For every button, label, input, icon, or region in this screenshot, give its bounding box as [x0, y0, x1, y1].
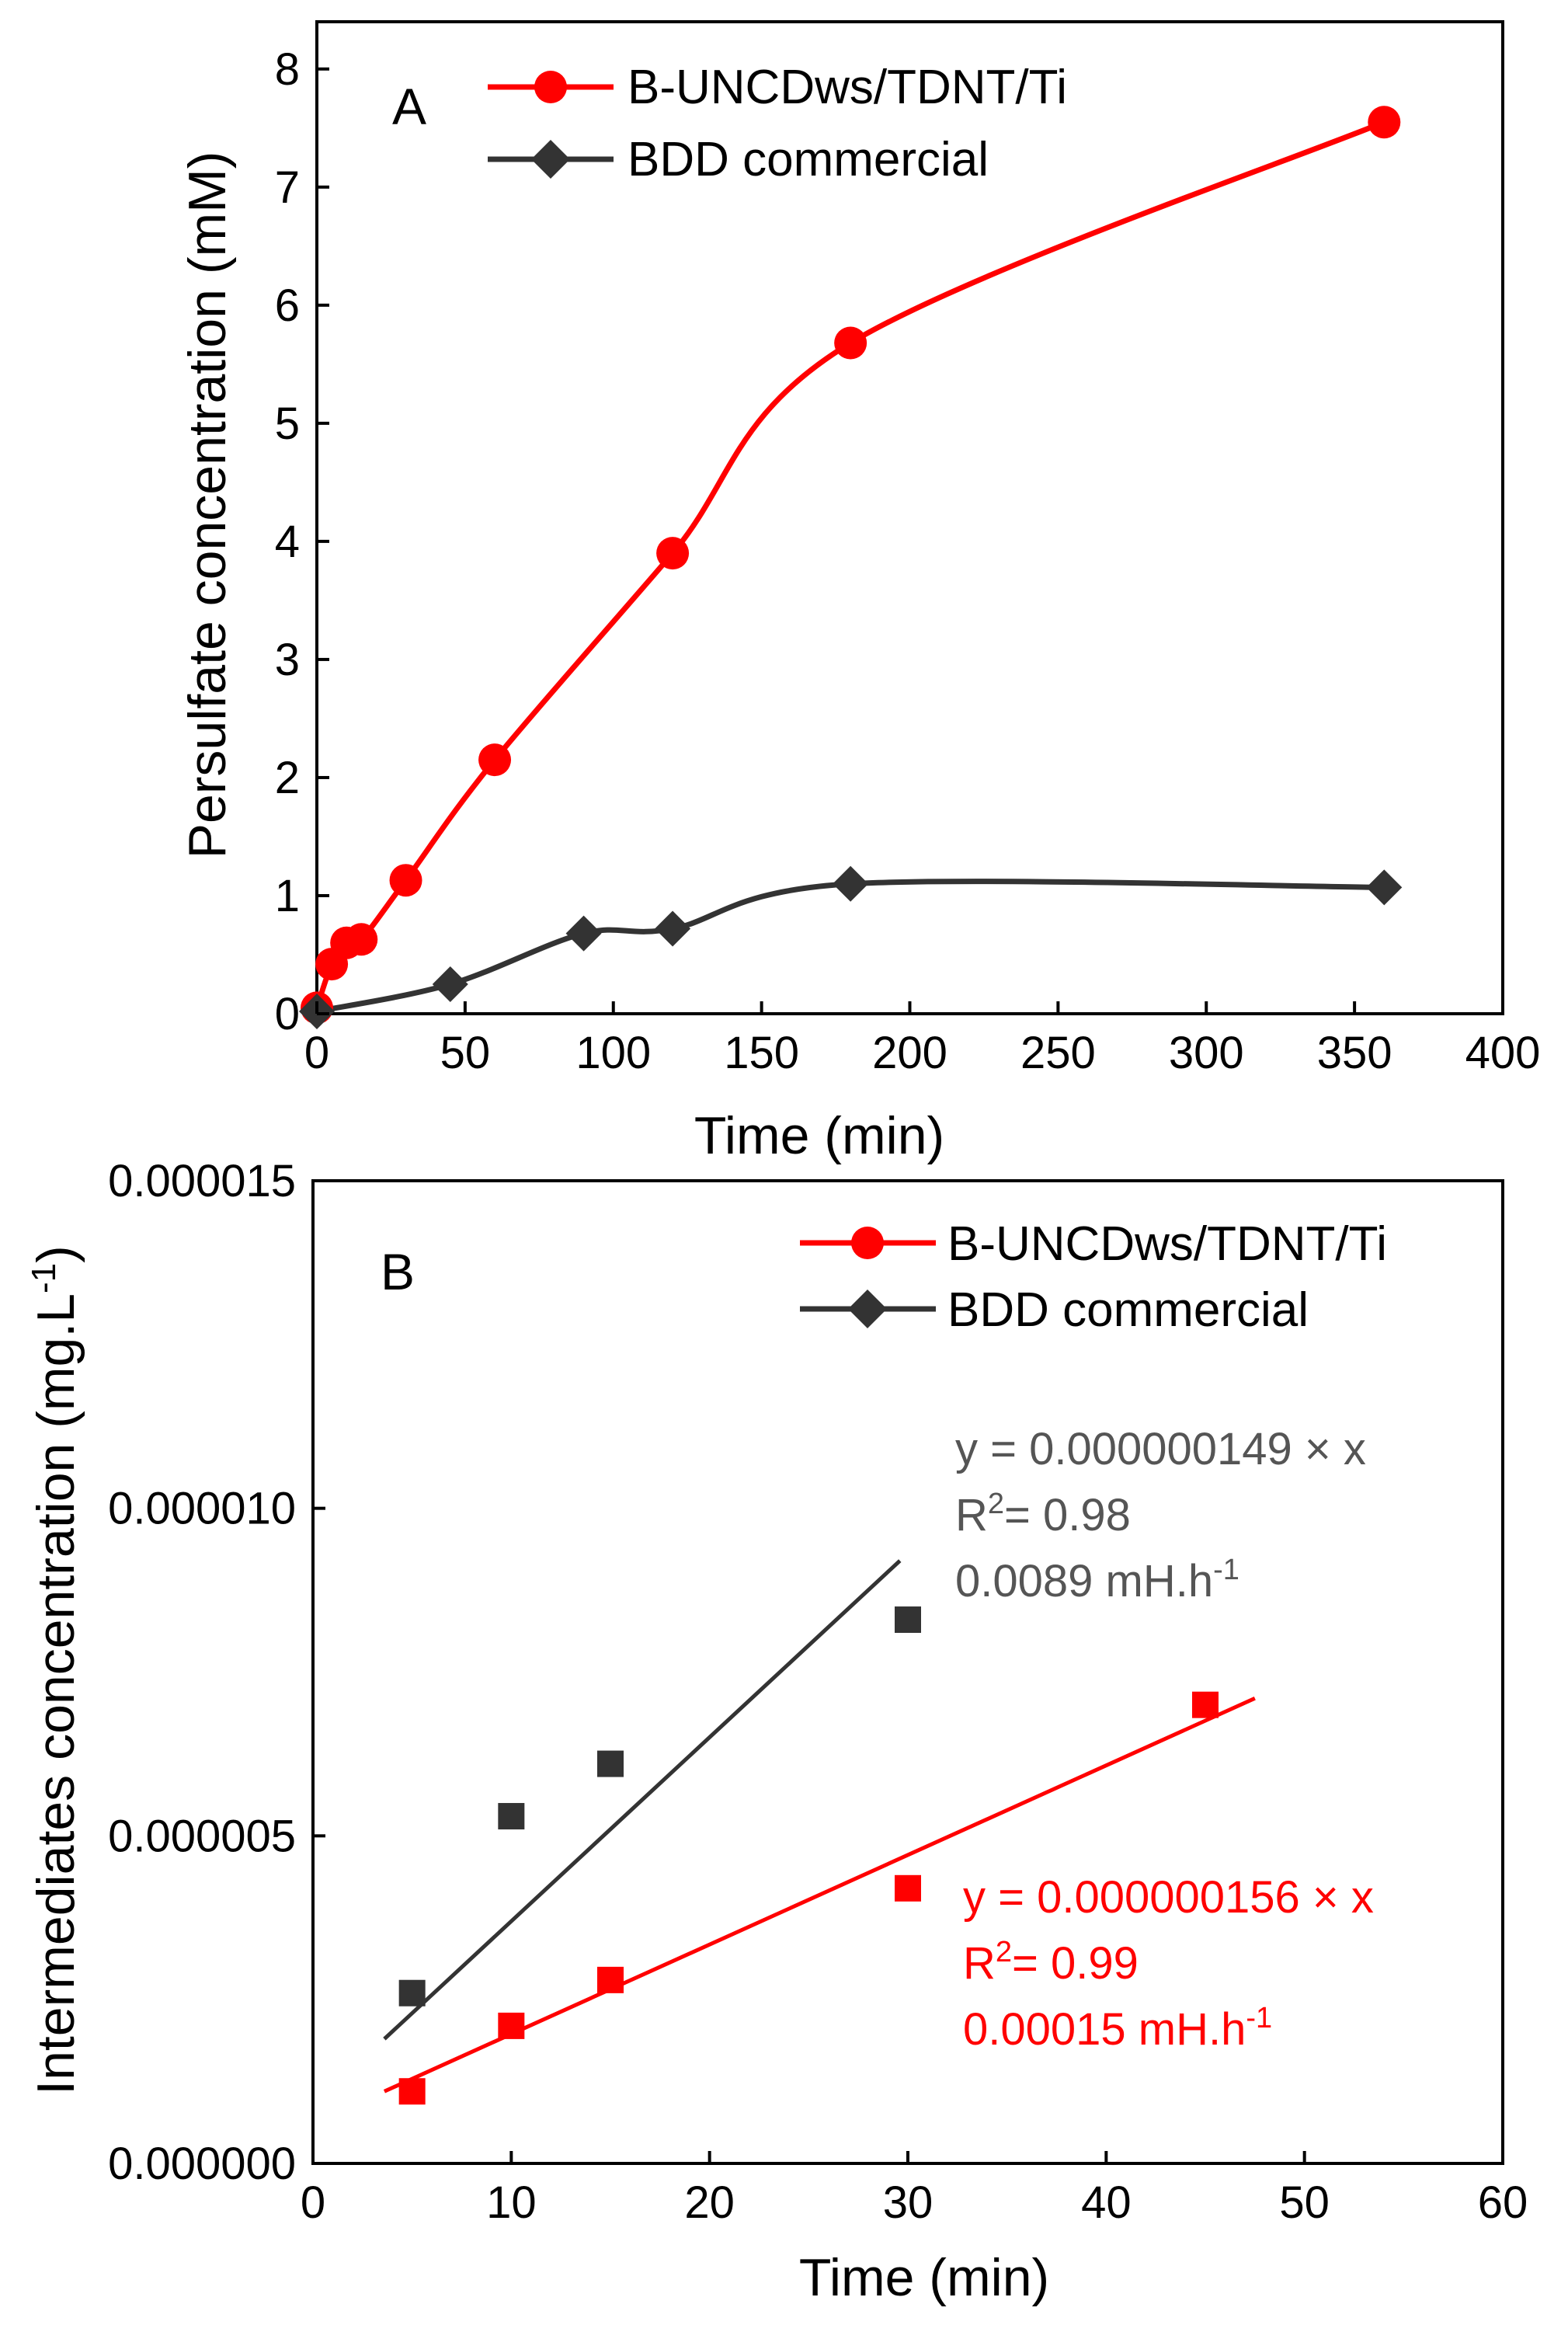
panel-b-point-buncd — [498, 2012, 525, 2039]
panel-a-y-tick-label: 2 — [275, 753, 300, 803]
annotation-bdd-rate: 0.0089 mH.h-1 — [955, 1554, 1239, 1606]
panel-b-point-buncd — [1192, 1691, 1219, 1718]
panel-b-point-buncd — [895, 1874, 921, 1902]
annotation-buncd-rate-main: 0.00015 mH.h — [963, 2004, 1246, 2055]
panel-b-y-ticks: 0.000000 0.000005 0.000010 0.000015 — [108, 1156, 325, 2189]
panel-a-x-tick-label: 300 — [1169, 1028, 1244, 1078]
panel-a-y-tick-label: 8 — [275, 44, 300, 95]
panel-b-x-tick-label: 20 — [684, 2177, 735, 2228]
panel-a-legend: B-UNCDws/TDNT/Ti BDD commercial — [488, 61, 1067, 186]
panel-a-y-tick-label: 6 — [275, 280, 300, 331]
panel-b-fit-line-0 — [383, 1696, 1256, 2094]
panel-b-x-tick-label: 10 — [486, 2177, 537, 2228]
panel-b-point-bdd — [398, 1979, 426, 2007]
legend-marker-buncd — [534, 71, 567, 103]
legend-label-bdd: BDD commercial — [628, 133, 989, 186]
panel-a-y-tick-label: 3 — [275, 635, 300, 685]
annotation-buncd-rate-sup: -1 — [1246, 2002, 1272, 2034]
panel-a-x-tick-label: 250 — [1020, 1028, 1096, 1078]
legend-b-marker-bdd — [848, 1290, 887, 1328]
annotation-buncd-r2: R2= 0.99 — [963, 1936, 1139, 1989]
panel-a-point-bdd — [565, 915, 602, 952]
panel-b: 0 10 20 30 40 50 60 0.0000000.0000050.0000100.… — [25, 1156, 1528, 2307]
panel-a-point-buncd — [1368, 106, 1401, 139]
legend-label-buncd: B-UNCDws/TDNT/Ti — [628, 61, 1067, 114]
panel-a-y-tick-label: 0 — [275, 989, 300, 1039]
panel-b-point-bdd — [498, 1803, 525, 1830]
panel-a-x-tick-label: 50 — [440, 1028, 491, 1078]
panel-a-x-tick-label: 350 — [1317, 1028, 1392, 1078]
annotation-bdd-rate-sup: -1 — [1213, 1554, 1239, 1586]
legend-b-label-bdd: BDD commercial — [947, 1283, 1309, 1337]
panel-a-point-buncd — [478, 743, 512, 777]
annotation-bdd-r2: R2= 0.98 — [955, 1488, 1131, 1540]
panel-a-y-ticks: 0 1 2 3 4 5 6 7 8 — [275, 44, 329, 1039]
annotation-buncd: y = 0.000000156 × x R2= 0.99 0.00015 mH.… — [963, 1872, 1374, 2055]
panel-b-y-axis-label-end: ) — [26, 1245, 85, 1263]
annotation-bdd-r2-sup: 2 — [988, 1488, 1004, 1520]
annotation-bdd-r2-value: = 0.98 — [1004, 1490, 1131, 1540]
panel-a-x-ticks: 0 50 100 150 200 250 300 350 400 — [304, 1001, 1541, 1078]
panel-a-label: A — [392, 78, 426, 135]
annotation-buncd-r2-value: = 0.99 — [1012, 1938, 1139, 1989]
panel-a-point-bdd — [833, 865, 869, 902]
panel-a-x-tick-label: 0 — [304, 1028, 329, 1078]
panel-b-legend: B-UNCDws/TDNT/Ti BDD commercial — [800, 1217, 1387, 1337]
annotation-buncd-r2-prefix: R — [963, 1938, 996, 1989]
annotation-buncd-equation: y = 0.000000156 × x — [963, 1872, 1374, 1923]
panel-a-y-tick-label: 5 — [275, 399, 300, 449]
panel-b-y-tick-label: 0.000005 — [108, 1811, 296, 1861]
panel-b-x-ticks: 0 10 20 30 40 50 60 — [301, 2151, 1528, 2228]
annotation-bdd-equation: y = 0.000000149 × x — [955, 1424, 1366, 1474]
panel-b-data-points — [398, 1606, 1219, 2105]
panel-a-point-buncd — [834, 326, 867, 360]
annotation-bdd-rate-main: 0.0089 mH.h — [955, 1556, 1213, 1606]
panel-a-x-axis-label: Time (min) — [694, 1106, 944, 1165]
panel-b-x-tick-label: 30 — [883, 2177, 933, 2228]
panel-b-point-bdd — [895, 1606, 921, 1634]
panel-b-fit-lines — [383, 1559, 1256, 2094]
panel-a-y-tick-label: 7 — [275, 162, 300, 213]
panel-b-x-tick-label: 0 — [301, 2177, 325, 2228]
panel-a-x-tick-label: 400 — [1465, 1028, 1541, 1078]
panel-a-point-bdd — [432, 966, 468, 1002]
panel-b-label: B — [381, 1243, 415, 1300]
panel-b-point-buncd — [597, 1966, 624, 1993]
panel-b-point-buncd — [398, 2078, 426, 2105]
annotation-buncd-r2-sup: 2 — [996, 1936, 1012, 1968]
panel-b-y-tick-label: 0.000015 — [108, 1156, 296, 1206]
panel-a-x-tick-label: 100 — [575, 1028, 651, 1078]
legend-marker-bdd — [531, 140, 570, 179]
legend-b-marker-buncd — [851, 1227, 884, 1259]
panel-b-fit-line-1 — [383, 1559, 902, 2041]
panel-a: 0 50 100 150 200 250 300 350 400 0 1 2 3 4 5 6 7 8 A Tim… — [178, 20, 1541, 1165]
panel-a-point-buncd — [345, 923, 378, 956]
panel-b-x-tick-label: 50 — [1279, 2177, 1330, 2228]
panel-b-x-tick-label: 40 — [1081, 2177, 1132, 2228]
panel-a-y-tick-label: 1 — [275, 871, 300, 921]
panel-a-point-buncd — [656, 537, 690, 570]
panel-b-y-axis-label-sup: -1 — [25, 1263, 63, 1293]
panel-a-x-tick-label: 150 — [724, 1028, 799, 1078]
panel-b-y-tick-label: 0.000010 — [108, 1484, 296, 1534]
panel-b-x-axis-label: Time (min) — [799, 2248, 1049, 2307]
annotation-bdd-r2-prefix: R — [955, 1490, 988, 1540]
panel-a-point-bdd — [655, 910, 691, 947]
annotation-bdd: y = 0.000000149 × x R2= 0.98 0.0089 mH.h… — [955, 1424, 1366, 1606]
panel-a-data-points — [299, 106, 1403, 1029]
panel-a-x-tick-label: 200 — [872, 1028, 947, 1078]
panel-a-point-bdd — [1366, 869, 1403, 906]
panel-b-y-axis-label: Intermediates concentration (mg.L-1) — [25, 1245, 85, 2095]
panel-b-x-tick-label: 60 — [1478, 2177, 1528, 2228]
panel-a-y-tick-label: 4 — [275, 517, 300, 567]
panel-b-point-bdd — [597, 1750, 624, 1777]
panel-a-y-axis-label: Persulfate concentration (mM) — [178, 151, 237, 859]
annotation-buncd-rate: 0.00015 mH.h-1 — [963, 2002, 1272, 2055]
legend-b-label-buncd: B-UNCDws/TDNT/Ti — [947, 1217, 1387, 1271]
panel-b-y-axis-label-main: Intermediates concentration (mg.L — [26, 1293, 85, 2095]
panel-a-point-buncd — [389, 864, 422, 897]
panel-b-y-tick-label: 0.000000 — [108, 2139, 296, 2189]
